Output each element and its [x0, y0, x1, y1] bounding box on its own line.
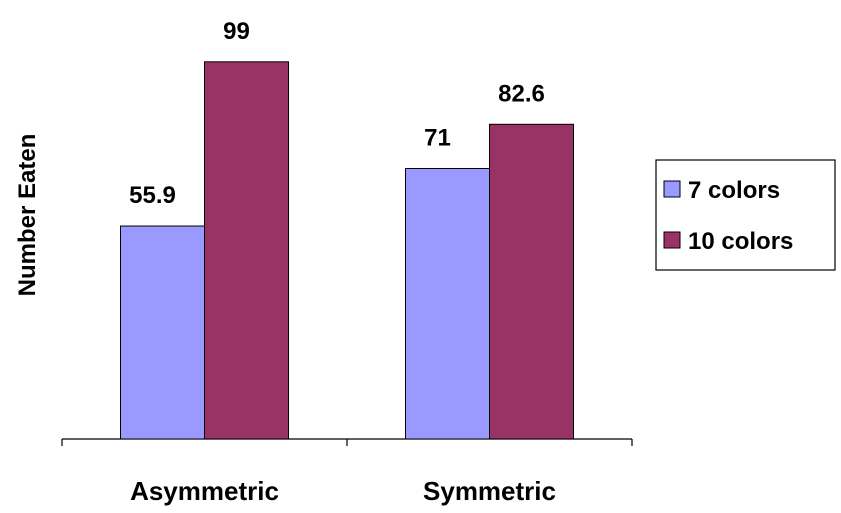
bar-7-colors-asymmetric — [120, 225, 205, 440]
bars-group — [120, 61, 574, 440]
bar-7-colors-symmetric — [405, 167, 490, 440]
x-tick-label: Asymmetric — [130, 476, 279, 506]
bar-10-colors-asymmetric — [204, 61, 289, 440]
legend: 7 colors 10 colors — [655, 159, 836, 271]
x-axis — [61, 438, 633, 446]
bar-10-colors-symmetric — [489, 123, 574, 440]
legend-swatch-7-colors — [663, 180, 681, 198]
data-label: 99 — [223, 18, 250, 45]
legend-swatch-10-colors — [663, 231, 681, 249]
data-label: 82.6 — [498, 80, 545, 107]
legend-label-7-colors: 7 colors — [688, 177, 780, 204]
x-tick-label: Symmetric — [423, 476, 556, 506]
data-label: 71 — [424, 124, 451, 151]
legend-label-10-colors: 10 colors — [688, 228, 793, 255]
category-labels-group: Asymmetric Symmetric — [130, 476, 556, 506]
data-labels-group: 55.9 99 71 82.6 — [129, 18, 545, 209]
y-axis-label: Number Eaten — [14, 134, 41, 297]
legend-box — [655, 159, 836, 271]
data-label: 55.9 — [129, 182, 176, 209]
